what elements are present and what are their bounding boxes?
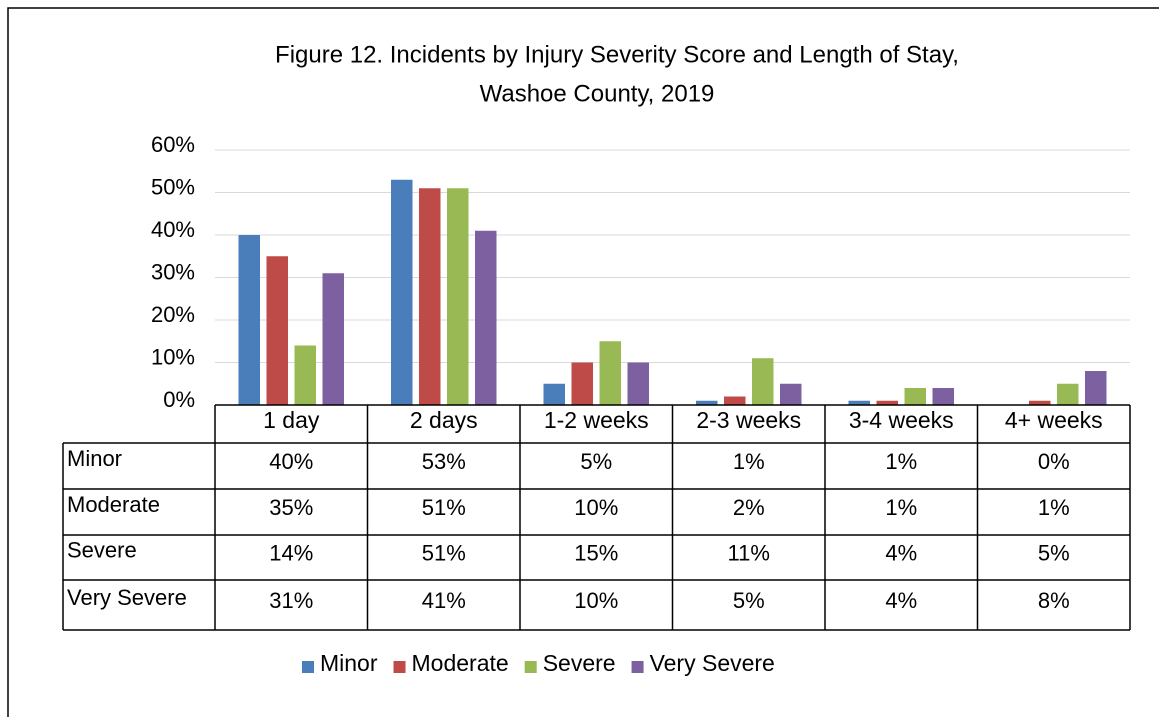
x-tick-label: 1 day — [263, 407, 320, 433]
legend-label: Moderate — [412, 650, 509, 676]
bar — [543, 383, 565, 405]
bar — [752, 358, 774, 405]
data-label: 10% — [574, 495, 618, 520]
data-label: 5% — [580, 449, 612, 474]
bar — [932, 388, 954, 405]
data-label: 51% — [422, 495, 466, 520]
chart-title: Washoe County, 2019 — [480, 80, 715, 107]
data-label: 4% — [885, 588, 917, 613]
y-tick-label: 10% — [151, 344, 195, 369]
bar — [571, 362, 593, 405]
bar — [780, 383, 802, 405]
data-label: 0% — [1038, 449, 1070, 474]
table-row-label: Very Severe — [67, 585, 187, 610]
data-label: 31% — [269, 588, 313, 613]
data-label: 35% — [269, 495, 313, 520]
x-tick-label: 1-2 weeks — [544, 407, 649, 433]
legend-swatch — [631, 661, 644, 673]
data-label: 53% — [422, 449, 466, 474]
y-tick-label: 30% — [151, 259, 195, 284]
x-tick-label: 2 days — [410, 407, 478, 433]
bar — [322, 273, 344, 405]
legend-swatch — [393, 661, 406, 673]
data-label: 8% — [1038, 588, 1070, 613]
data-label: 1% — [1038, 495, 1070, 520]
bar — [1029, 400, 1051, 405]
y-tick-label: 0% — [163, 387, 195, 412]
data-label: 2% — [733, 495, 765, 520]
table-row-label: Moderate — [67, 492, 160, 517]
legend-label: Minor — [320, 650, 378, 676]
data-label: 5% — [733, 588, 765, 613]
data-label: 14% — [269, 540, 313, 565]
y-tick-label: 50% — [151, 174, 195, 199]
x-tick-label: 2-3 weeks — [696, 407, 801, 433]
bar — [848, 400, 870, 405]
data-label: 11% — [728, 540, 770, 565]
legend-label: Severe — [543, 650, 616, 676]
legend-swatch — [524, 661, 537, 673]
data-label: 41% — [422, 588, 466, 613]
data-label: 1% — [733, 449, 765, 474]
table-row-label: Severe — [67, 537, 137, 562]
legend-swatch — [302, 661, 314, 673]
legend-label: Very Severe — [650, 650, 775, 676]
data-label: 1% — [885, 449, 917, 474]
y-tick-label: 40% — [151, 217, 195, 242]
bar — [724, 396, 746, 405]
bar — [1057, 383, 1079, 405]
y-tick-label: 20% — [151, 302, 195, 327]
bar — [696, 400, 718, 405]
bar — [475, 230, 497, 405]
x-tick-label: 3-4 weeks — [849, 407, 954, 433]
data-label: 5% — [1038, 540, 1070, 565]
bar — [627, 362, 649, 405]
chart-title: Figure 12. Incidents by Injury Severity … — [275, 41, 959, 68]
y-tick-label: 60% — [151, 132, 195, 157]
data-label: 40% — [269, 449, 313, 474]
bar — [904, 388, 926, 405]
data-label: 1% — [885, 495, 917, 520]
bar — [238, 235, 260, 405]
bar — [266, 256, 288, 405]
bar — [876, 400, 898, 405]
bar — [447, 188, 469, 405]
data-label: 51% — [422, 540, 466, 565]
bar — [391, 179, 413, 405]
bar — [294, 345, 316, 405]
bar — [419, 188, 441, 405]
data-label: 15% — [574, 540, 618, 565]
table-row-label: Minor — [67, 446, 122, 471]
x-tick-label: 4+ weeks — [1005, 407, 1103, 433]
data-label: 10% — [574, 588, 618, 613]
bar — [1085, 371, 1107, 405]
bar — [599, 341, 621, 405]
data-label: 4% — [885, 540, 917, 565]
